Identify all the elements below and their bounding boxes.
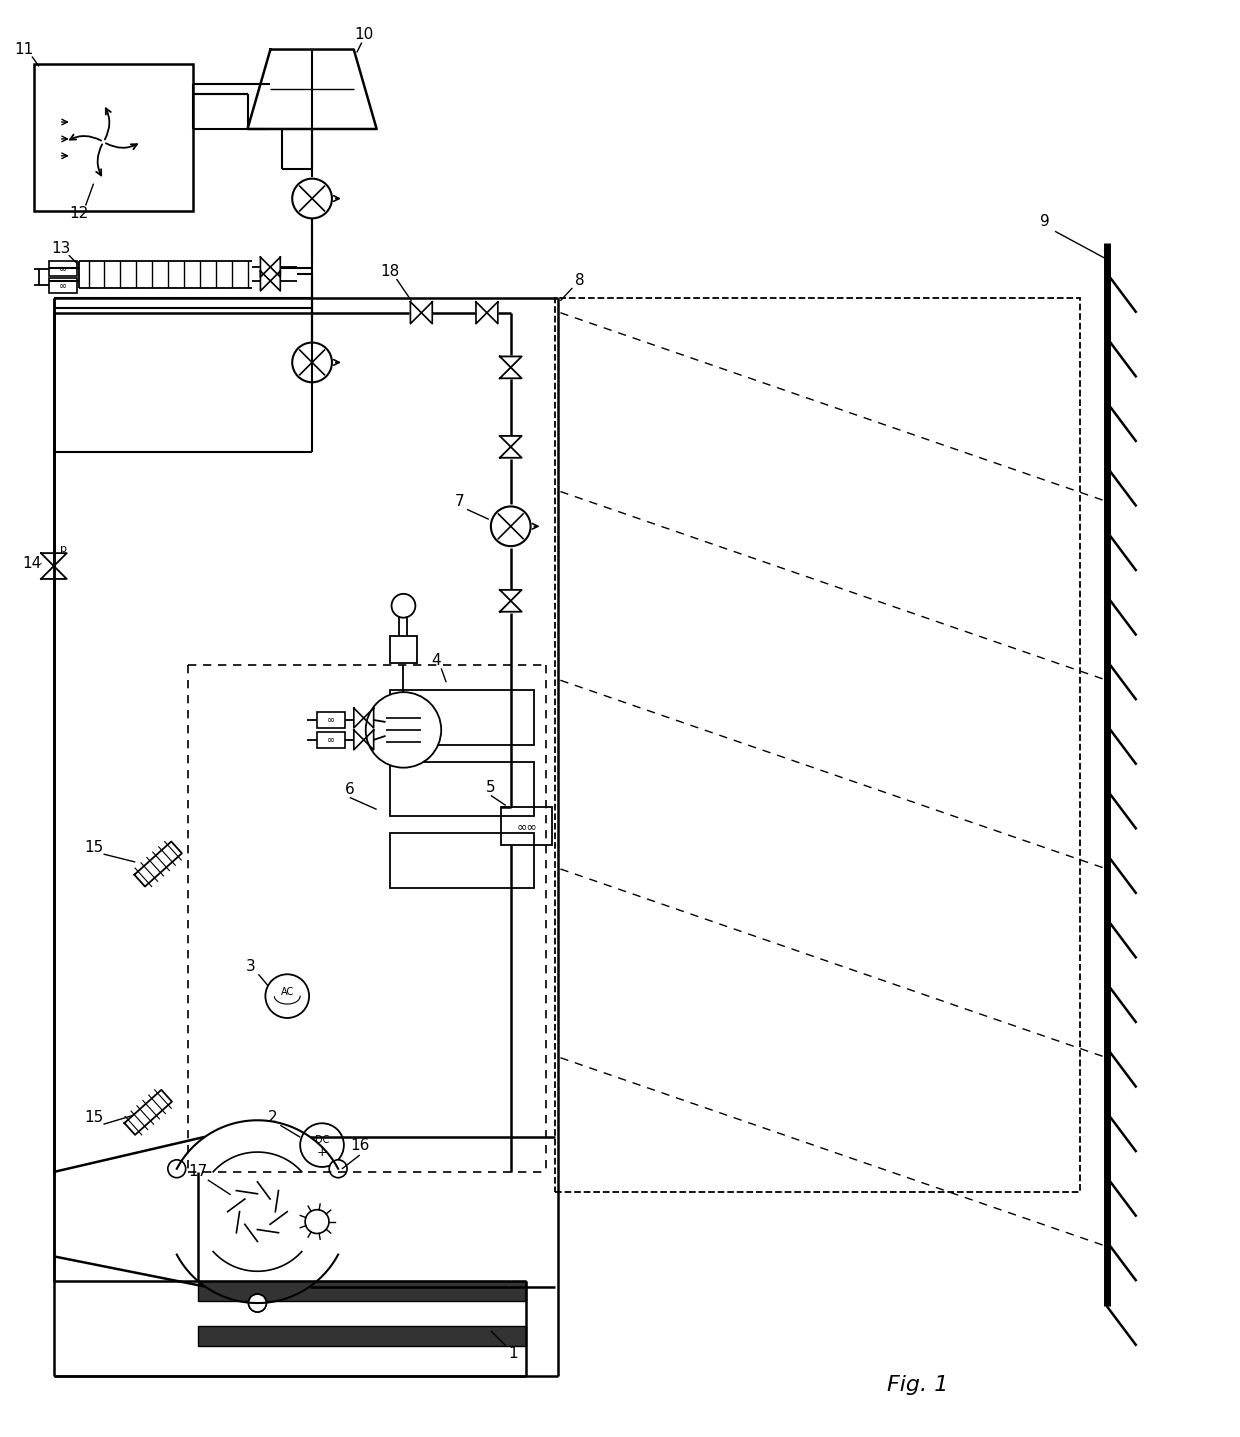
Circle shape: [491, 506, 531, 546]
Bar: [198, 1326, 526, 1346]
Text: AC: AC: [280, 987, 294, 997]
Bar: [33, 65, 193, 211]
Text: 10: 10: [355, 27, 373, 42]
Text: 9: 9: [1040, 214, 1050, 228]
Text: 18: 18: [379, 263, 399, 279]
Circle shape: [305, 1210, 329, 1233]
Bar: [317, 713, 345, 729]
Circle shape: [293, 342, 332, 382]
Bar: [389, 635, 418, 664]
Text: ∞: ∞: [58, 264, 67, 274]
Text: 2: 2: [268, 1109, 278, 1125]
Text: Fig. 1: Fig. 1: [888, 1375, 949, 1395]
Bar: [48, 262, 77, 276]
Circle shape: [366, 693, 441, 767]
Text: +: +: [316, 1145, 327, 1158]
Text: 17: 17: [188, 1164, 207, 1180]
Text: p: p: [61, 545, 67, 555]
Circle shape: [392, 593, 415, 618]
Bar: [48, 277, 77, 293]
Text: 6: 6: [345, 782, 355, 798]
Text: ∞∞: ∞∞: [516, 819, 537, 833]
Circle shape: [265, 974, 309, 1017]
Text: ∞: ∞: [327, 734, 335, 744]
Text: ∞: ∞: [327, 716, 335, 726]
Text: 16: 16: [350, 1138, 370, 1152]
Text: 3: 3: [246, 958, 255, 974]
Text: 14: 14: [22, 556, 42, 570]
Text: 8: 8: [575, 273, 585, 289]
Bar: [556, 297, 1080, 1191]
Bar: [501, 808, 553, 845]
Text: 13: 13: [51, 240, 71, 256]
Text: DC: DC: [315, 1135, 329, 1145]
Circle shape: [248, 1295, 267, 1312]
Bar: [317, 731, 345, 747]
Text: 15: 15: [84, 839, 103, 855]
Bar: [198, 1282, 526, 1300]
Bar: [389, 762, 533, 816]
Circle shape: [248, 1295, 267, 1312]
Text: ∞: ∞: [58, 280, 67, 290]
Bar: [389, 690, 533, 744]
Circle shape: [300, 1124, 343, 1167]
Text: 11: 11: [15, 42, 33, 57]
Circle shape: [329, 1160, 347, 1178]
Bar: [389, 833, 533, 888]
Text: 5: 5: [486, 780, 496, 795]
Text: 1: 1: [508, 1346, 517, 1361]
Text: 7: 7: [454, 494, 464, 509]
Text: 15: 15: [84, 1109, 103, 1125]
Text: 4: 4: [432, 652, 441, 668]
Text: 12: 12: [69, 205, 88, 221]
Circle shape: [293, 178, 332, 218]
Circle shape: [167, 1160, 186, 1178]
